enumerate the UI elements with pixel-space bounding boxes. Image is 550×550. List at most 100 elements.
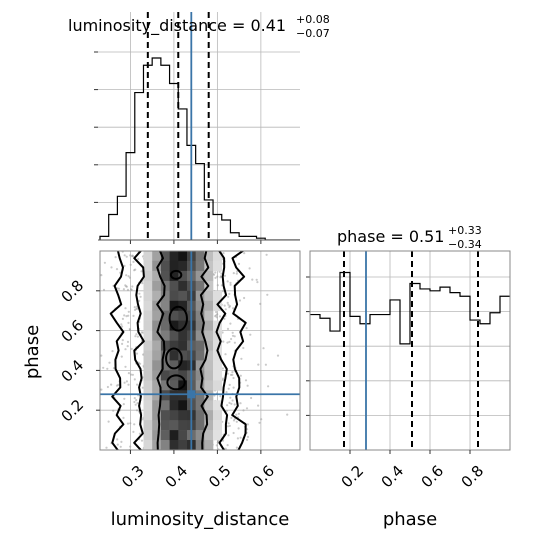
density-cell xyxy=(152,340,162,351)
density-cell xyxy=(213,400,222,411)
phase-hist-title-minus: −0.34 xyxy=(448,238,482,251)
scatter-point xyxy=(260,418,263,421)
density-cell xyxy=(204,310,214,321)
scatter-point xyxy=(220,284,223,287)
density-cell xyxy=(143,330,153,341)
contour-left xyxy=(133,251,145,450)
density-cell xyxy=(195,300,205,312)
scatter-point xyxy=(111,350,114,353)
density-cell xyxy=(213,251,222,262)
scatter-point xyxy=(141,282,144,285)
scatter-point xyxy=(102,366,105,369)
scatter-point xyxy=(139,295,142,298)
density-cell xyxy=(160,340,170,351)
scatter-point xyxy=(286,413,289,416)
scatter-point xyxy=(132,430,135,433)
density-cell xyxy=(178,420,188,431)
phase-hist-marks xyxy=(310,251,510,450)
scatter-point xyxy=(122,416,125,419)
scatter-point xyxy=(227,434,230,437)
scatter-point xyxy=(233,335,236,338)
density-cell xyxy=(213,340,222,351)
density-cell xyxy=(143,300,153,312)
scatter-point xyxy=(134,335,137,338)
scatter-point xyxy=(105,446,108,449)
joint-contours xyxy=(109,251,247,450)
scatter-point xyxy=(220,272,223,275)
scatter-point xyxy=(228,292,231,295)
phase-hist-step xyxy=(310,271,510,345)
density-cell xyxy=(169,320,179,331)
scatter-point xyxy=(246,438,249,441)
scatter-point xyxy=(123,254,126,257)
scatter-point xyxy=(229,283,232,286)
scatter-point xyxy=(123,381,126,384)
scatter-point xyxy=(223,304,226,307)
density-cell xyxy=(204,340,214,351)
scatter-point xyxy=(266,293,269,296)
density-cell xyxy=(204,330,214,341)
scatter-point xyxy=(112,409,115,412)
scatter-point xyxy=(230,402,233,405)
scatter-point xyxy=(250,396,253,400)
density-cell xyxy=(213,320,222,331)
density-cell xyxy=(160,410,170,421)
scatter-point xyxy=(239,402,242,405)
scatter-point xyxy=(127,275,130,278)
scatter-point xyxy=(235,420,238,423)
density-cell xyxy=(160,330,170,341)
scatter-point xyxy=(140,270,143,273)
scatter-point xyxy=(127,383,130,386)
scatter-point xyxy=(237,412,240,415)
density-cell xyxy=(204,420,214,431)
density-cell xyxy=(195,400,205,411)
scatter-point xyxy=(136,383,139,386)
scatter-point xyxy=(128,276,131,279)
scatter-point xyxy=(110,383,113,386)
scatter-point xyxy=(138,299,141,302)
scatter-point xyxy=(125,285,128,288)
contour-inner xyxy=(168,305,188,332)
density-cell xyxy=(169,420,179,431)
scatter-point xyxy=(134,403,137,406)
scatter-point xyxy=(216,275,219,278)
scatter-point xyxy=(120,323,123,326)
density-cell xyxy=(178,260,188,272)
scatter-point xyxy=(137,257,140,261)
joint-panel xyxy=(96,250,301,454)
density-cell xyxy=(152,370,162,381)
density-cell xyxy=(160,380,170,391)
density-cell xyxy=(213,350,222,361)
contour-left xyxy=(156,251,166,450)
scatter-point xyxy=(133,378,136,381)
density-cell xyxy=(204,400,214,411)
scatter-point xyxy=(221,379,224,382)
density-cell xyxy=(178,320,188,331)
phase-x-tick-label: 0.8 xyxy=(458,462,488,492)
density-cell xyxy=(169,430,179,441)
density-cell xyxy=(143,280,153,292)
density-cell xyxy=(195,270,205,282)
density-cell xyxy=(143,290,153,302)
contour-inner xyxy=(169,269,183,280)
scatter-point xyxy=(228,424,231,427)
scatter-point xyxy=(132,314,135,317)
density-cell xyxy=(143,251,153,262)
density-cell xyxy=(152,320,162,331)
density-cell xyxy=(178,310,188,321)
density-cell xyxy=(195,410,205,421)
scatter-point xyxy=(215,444,218,447)
scatter-point xyxy=(127,314,130,317)
density-cell xyxy=(143,410,153,421)
scatter-point xyxy=(126,288,130,291)
density-cell xyxy=(169,280,179,292)
scatter-point xyxy=(215,316,218,319)
density-cell xyxy=(178,400,188,411)
density-cell xyxy=(169,290,179,302)
density-cell xyxy=(213,370,222,381)
scatter-point xyxy=(128,328,132,332)
density-cell xyxy=(152,280,162,292)
density-cell xyxy=(178,360,188,371)
scatter-point xyxy=(238,299,242,302)
